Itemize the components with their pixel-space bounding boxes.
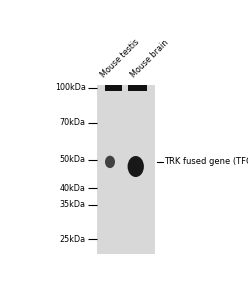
Text: 40kDa: 40kDa (60, 184, 86, 193)
Text: Mouse testis: Mouse testis (99, 38, 141, 80)
Bar (105, 85, 122, 91)
Text: Mouse brain: Mouse brain (129, 39, 171, 80)
Ellipse shape (105, 156, 115, 168)
Text: 70kDa: 70kDa (60, 118, 86, 127)
Text: 35kDa: 35kDa (60, 200, 86, 209)
Ellipse shape (127, 156, 144, 177)
Text: 50kDa: 50kDa (60, 155, 86, 164)
Text: 25kDa: 25kDa (60, 235, 86, 244)
Text: 100kDa: 100kDa (55, 83, 86, 92)
Text: TRK fused gene (TFG): TRK fused gene (TFG) (164, 158, 248, 166)
Bar (128, 85, 147, 91)
Bar (97, 85, 155, 254)
